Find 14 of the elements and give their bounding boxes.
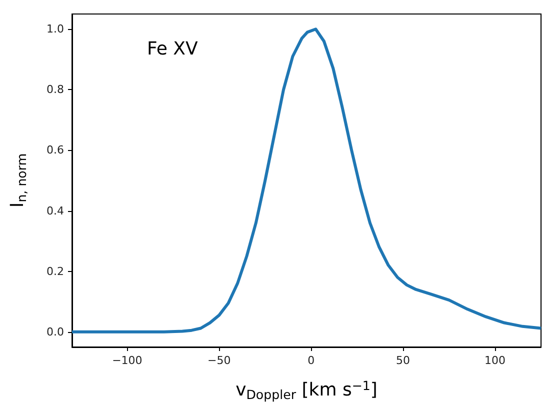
x-tick-label: 50 [396, 354, 410, 367]
x-tick-label: −100 [112, 354, 142, 367]
x-tick-label: 100 [484, 354, 506, 367]
y-tick-label: 0.2 [46, 264, 64, 278]
y-axis-title: In, norm [6, 153, 29, 208]
annotation: Fe XV [147, 38, 198, 60]
x-tick-label: −50 [208, 354, 231, 367]
y-tick-label: 0.6 [46, 144, 64, 157]
y-tick-label: 0.4 [46, 204, 64, 218]
y-tick-label: 0.0 [46, 325, 64, 338]
x-tick-label: 0 [308, 354, 315, 367]
y-tick-label: 1.0 [46, 22, 64, 36]
line-series [70, 28, 542, 334]
y-tick-label: 0.8 [46, 83, 64, 96]
